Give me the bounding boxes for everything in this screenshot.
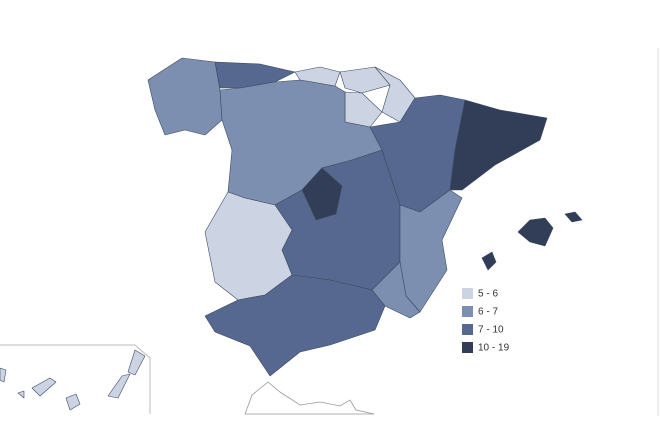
legend-swatch <box>462 342 473 353</box>
galicia <box>147 57 223 136</box>
legend-label: 10 - 19 <box>478 343 510 354</box>
la-gomera <box>17 390 25 399</box>
legend-swatch <box>462 306 473 317</box>
legend-swatch <box>462 288 473 299</box>
legend-label: 5 - 6 <box>478 289 498 300</box>
regions <box>0 57 583 415</box>
catalonia <box>449 99 548 191</box>
africa-coast <box>244 381 375 415</box>
legend-label: 6 - 7 <box>478 307 498 318</box>
basque-country <box>339 66 391 94</box>
legend-swatch <box>462 324 473 335</box>
valencia <box>399 189 463 313</box>
ibiza <box>481 251 497 271</box>
legend: 5 - 6 6 - 7 7 - 10 10 - 19 <box>462 288 510 354</box>
lanzarote <box>127 349 146 376</box>
gran-canaria <box>65 393 81 411</box>
cantabria <box>294 66 341 87</box>
andalusia <box>204 274 386 377</box>
la-palma <box>0 367 7 383</box>
fuerteventura <box>107 373 131 399</box>
tenerife <box>31 377 57 397</box>
inset-border <box>0 344 151 414</box>
menorca <box>564 211 583 223</box>
la-rioja <box>344 91 383 128</box>
legend-label: 7 - 10 <box>478 325 504 336</box>
mallorca <box>517 217 554 247</box>
canary-islands <box>0 344 151 414</box>
